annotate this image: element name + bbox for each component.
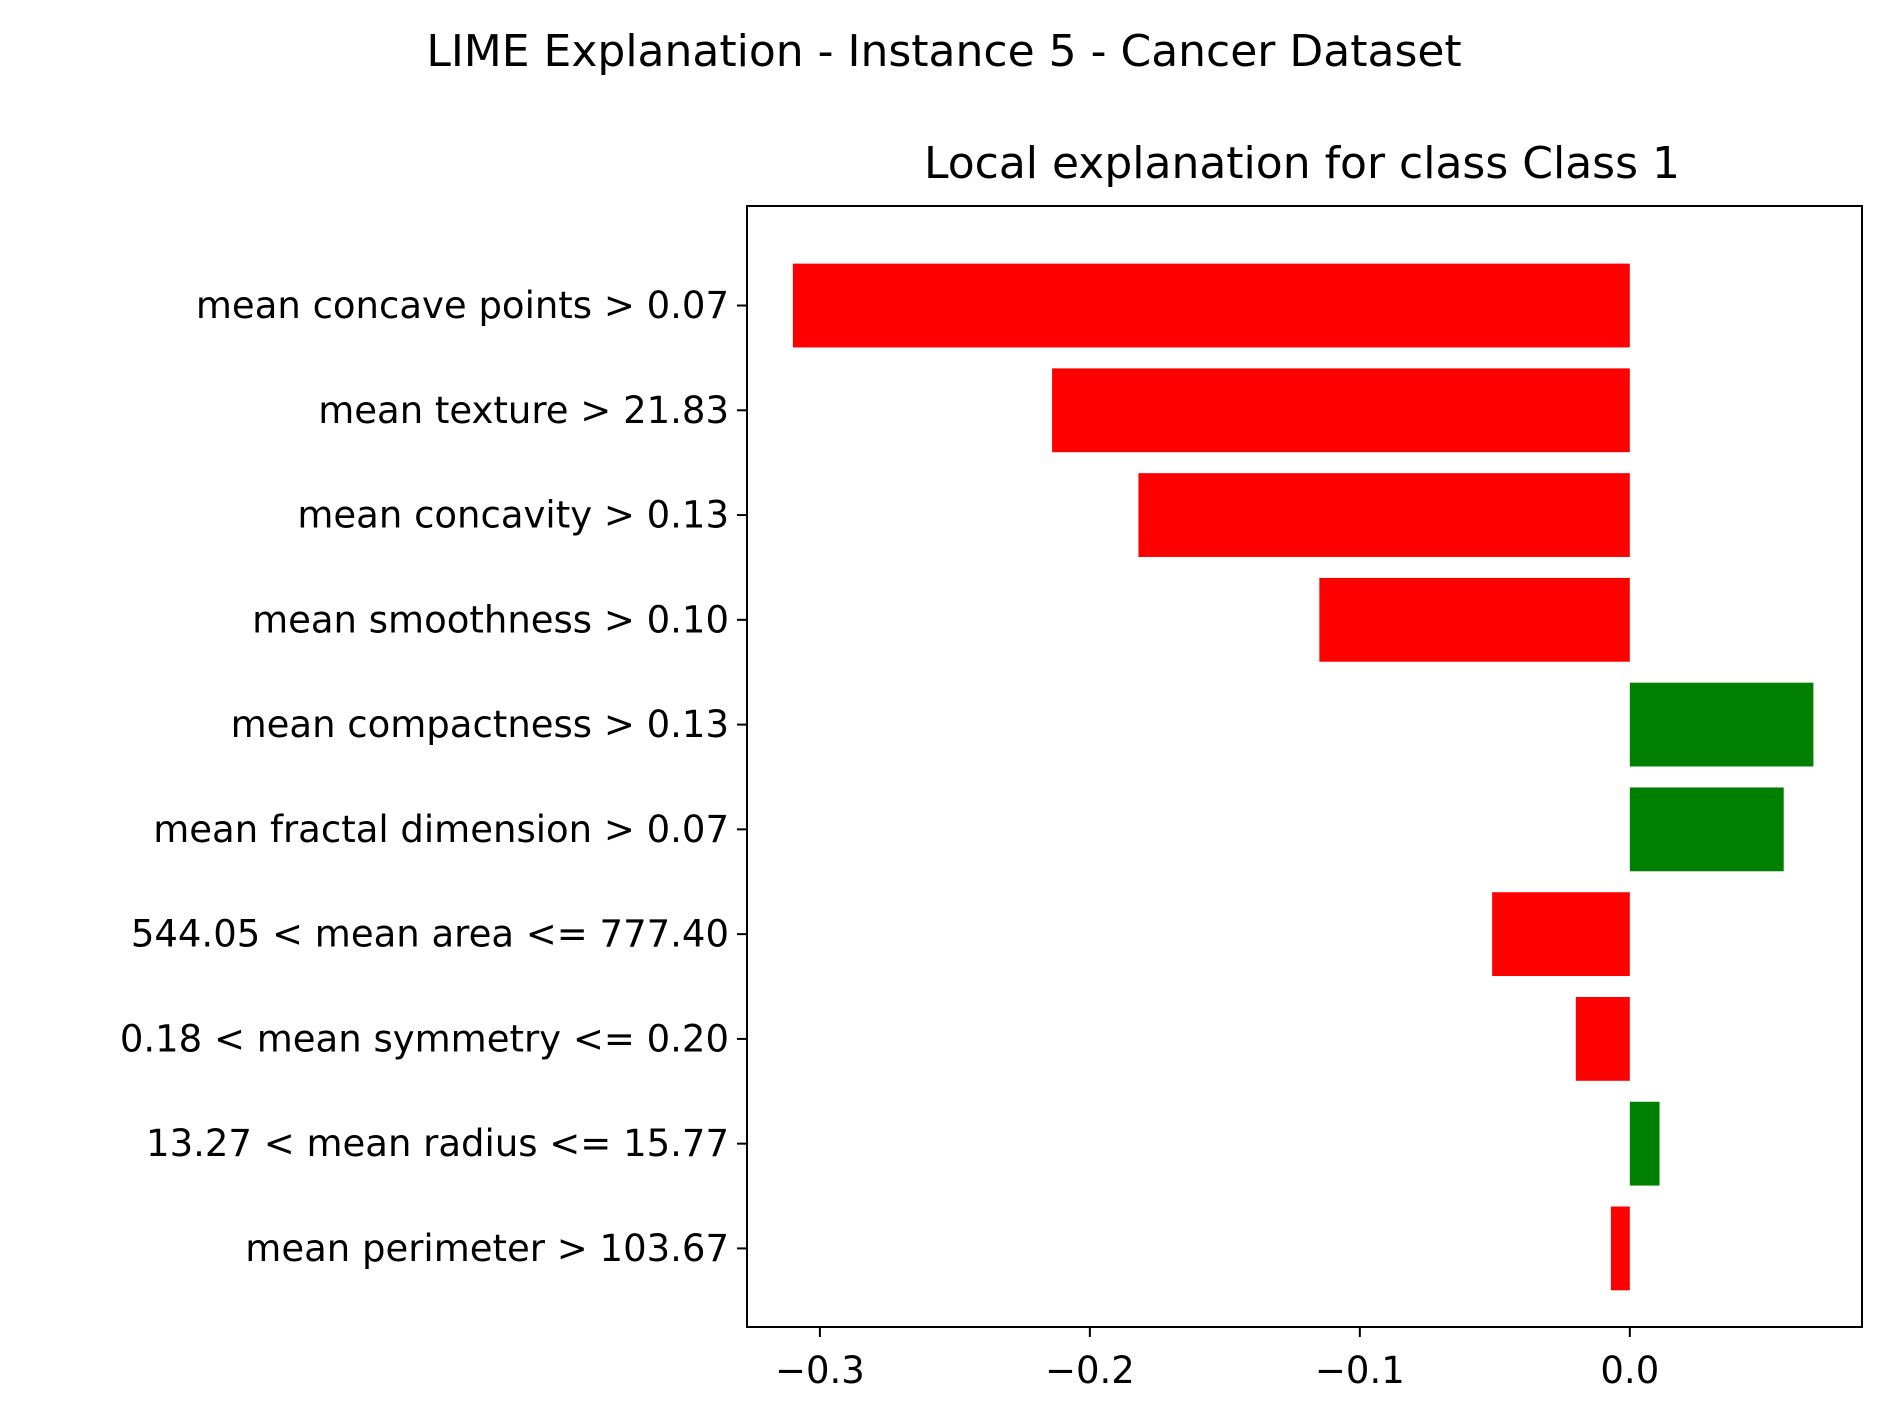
bar [1629,1101,1660,1186]
bars-layer [792,263,1814,1291]
y-axis-ticks: mean concave points > 0.07 mean texture >… [120,284,747,1270]
y-tick-label: mean texture > 21.83 [318,389,729,432]
x-tick-label: −0.1 [1315,1349,1405,1392]
y-tick-label: 13.27 < mean radius <= 15.77 [146,1122,729,1165]
x-tick-label: −0.3 [775,1349,865,1392]
y-tick-label: 544.05 < mean area <= 777.40 [131,913,729,956]
bar [1629,787,1784,872]
bar [1138,473,1630,557]
bar [1629,682,1814,767]
bar [1492,892,1630,977]
y-tick-label: mean concave points > 0.07 [196,284,729,327]
axes-frame [746,205,1863,1328]
bar [1052,368,1630,453]
y-tick-label: mean compactness > 0.13 [231,703,729,746]
x-tick-label: 0.0 [1600,1349,1659,1392]
y-tick-label: mean fractal dimension > 0.07 [153,808,729,851]
x-tick-label: −0.2 [1045,1349,1135,1392]
y-tick-label: 0.18 < mean symmetry <= 0.20 [120,1017,729,1060]
bar [792,263,1630,348]
x-axis-ticks: −0.3 −0.2 −0.1 0.0 [775,1327,1659,1392]
bar [1575,996,1630,1081]
y-tick-label: mean smoothness > 0.10 [252,598,729,641]
y-tick-label: mean perimeter > 103.67 [245,1227,729,1270]
y-tick-label: mean concavity > 0.13 [297,494,729,537]
chart-suptitle: LIME Explanation - Instance 5 - Cancer D… [426,26,1461,77]
chart-title: Local explanation for class Class 1 [924,138,1680,189]
bar [1610,1206,1630,1291]
bar [1319,577,1630,662]
